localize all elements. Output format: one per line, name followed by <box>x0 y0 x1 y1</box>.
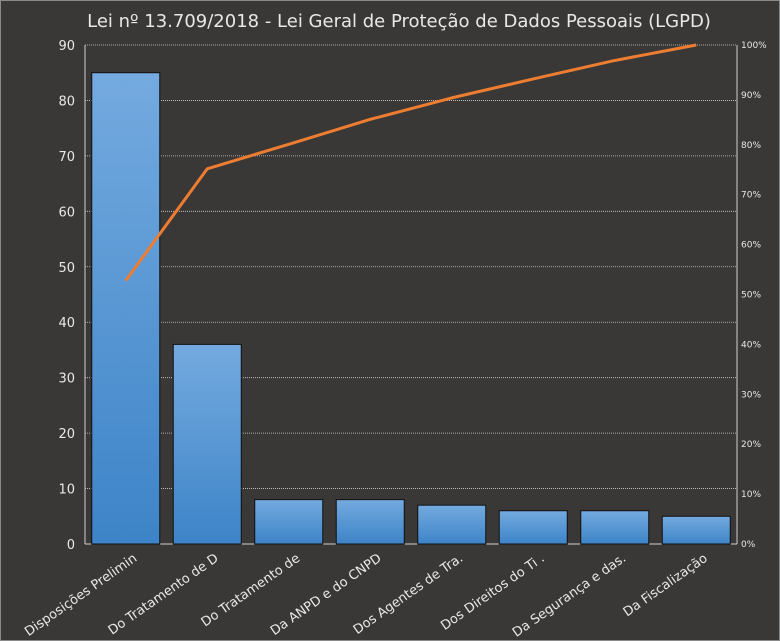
y2-tick-label: 10% <box>741 490 761 500</box>
bar <box>335 499 405 545</box>
bar <box>661 515 731 545</box>
y2-tick-label: 0% <box>741 540 756 550</box>
y-tick-label: 10 <box>58 483 75 498</box>
bar <box>580 510 650 545</box>
y-tick-label: 70 <box>58 150 75 165</box>
y-tick-label: 60 <box>58 205 75 220</box>
y2-tick-label: 50% <box>741 291 761 301</box>
bar <box>91 72 161 545</box>
chart-title: Lei nº 13.709/2018 - Lei Geral de Proteç… <box>87 11 711 32</box>
cumulative-line <box>124 43 697 282</box>
y2-tick-label: 70% <box>741 191 761 201</box>
bar <box>417 504 487 545</box>
y2-tick-label: 40% <box>741 340 761 350</box>
y2-tick-label: 20% <box>741 440 761 450</box>
y-tick-label: 0 <box>67 538 75 553</box>
y-tick-label: 20 <box>58 427 75 442</box>
y2-tick-label: 90% <box>741 91 761 101</box>
y-tick-label: 40 <box>58 316 75 331</box>
y2-tick-label: 100% <box>741 41 767 51</box>
y2-tick-label: 30% <box>741 390 761 400</box>
bar <box>498 510 568 545</box>
x-tick-label: Da Fiscalização <box>621 551 711 620</box>
bar <box>254 499 324 545</box>
y2-tick-label: 80% <box>741 141 761 151</box>
bar <box>172 343 242 545</box>
y-tick-label: 50 <box>58 261 75 276</box>
y2-tick-label: 60% <box>741 241 761 251</box>
y-tick-label: 90 <box>58 39 75 54</box>
y-tick-label: 30 <box>58 372 75 387</box>
y-tick-label: 80 <box>58 94 75 109</box>
